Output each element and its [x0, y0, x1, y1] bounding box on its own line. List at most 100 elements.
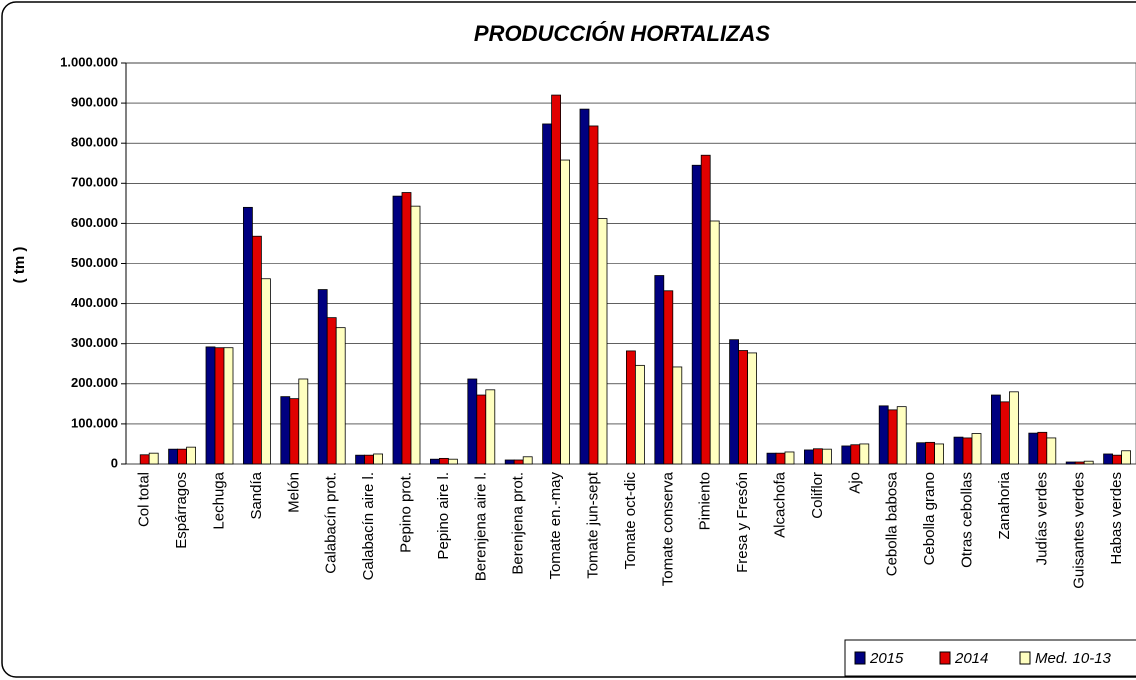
legend-swatch: [1019, 651, 1031, 665]
x-tick-label: Pepino aire l.: [435, 472, 452, 560]
bar: [804, 449, 814, 465]
bar: [729, 339, 739, 465]
bar: [260, 278, 271, 465]
x-tick-label: Pimiento: [697, 472, 714, 530]
bar: [364, 454, 375, 465]
bar: [934, 443, 944, 465]
bar: [298, 378, 309, 465]
y-axis-label: ( tm ): [11, 247, 28, 284]
bar: [410, 205, 421, 465]
bar: [476, 394, 487, 465]
x-tick-label: Calabacín aire l.: [360, 472, 377, 580]
bar: [148, 452, 159, 465]
bar: [438, 457, 449, 465]
bar: [784, 451, 795, 465]
bar: [1037, 431, 1048, 465]
chart-title: PRODUCCIÓN HORTALIZAS: [474, 21, 771, 46]
x-tick-label: Berenjena prot.: [510, 472, 527, 575]
legend-label: 2015: [869, 650, 904, 667]
bar: [971, 433, 982, 465]
bar: [813, 448, 823, 465]
x-tick-label: Tomate jun-sept: [584, 471, 601, 579]
y-tick-label: 600.000: [71, 215, 118, 230]
y-tick-label: 200.000: [71, 375, 118, 390]
bar: [841, 445, 852, 465]
y-tick-label: 500.000: [71, 255, 118, 270]
x-tick-label: Pepino prot.: [397, 472, 414, 553]
bar: [916, 442, 926, 465]
bar: [962, 437, 973, 465]
bar: [654, 275, 665, 465]
bar: [186, 446, 197, 465]
bar: [551, 94, 561, 465]
bar: [1083, 460, 1094, 465]
bar: [1028, 432, 1039, 465]
x-tick-label: Berenjena aire l.: [472, 472, 489, 581]
bar: [1065, 461, 1076, 465]
bar: [168, 448, 179, 465]
bar: [747, 352, 757, 465]
bar: [392, 195, 403, 465]
legend-box: [844, 639, 1136, 677]
bar: [513, 459, 524, 465]
bar: [467, 378, 478, 465]
bar: [560, 159, 570, 465]
bar: [289, 398, 300, 465]
x-tick-label: Sandía: [248, 471, 265, 519]
x-tick-label: Zanahoria: [996, 471, 1013, 539]
x-tick-label: Cebolla grano: [921, 472, 938, 565]
bar: [878, 405, 889, 465]
bar: [317, 289, 328, 465]
x-tick-label: Judías verdes: [1033, 472, 1050, 565]
x-tick-label: Guisantes verdes: [1071, 472, 1088, 589]
bar: [251, 235, 262, 465]
y-tick-label: 700.000: [71, 175, 118, 190]
bar: [896, 406, 907, 465]
bar: [522, 456, 533, 465]
bar: [850, 444, 861, 465]
bar: [626, 350, 636, 465]
y-tick-label: 100.000: [71, 415, 118, 430]
bar: [1074, 461, 1085, 465]
y-tick-label: 400.000: [71, 295, 118, 310]
legend-label: Med. 10-13: [1035, 650, 1112, 667]
bar: [672, 366, 683, 465]
x-tick-label: Habas verdes: [1108, 472, 1125, 565]
bar: [579, 108, 590, 465]
legend-label: 2014: [954, 650, 988, 667]
bar: [214, 347, 225, 465]
x-tick-label: Ajo: [846, 472, 863, 494]
bar: [326, 317, 337, 465]
bar: [223, 347, 234, 465]
bar: [1046, 437, 1057, 465]
bar: [597, 218, 608, 465]
bar: [355, 454, 366, 465]
x-tick-label: Col total: [136, 472, 153, 527]
bar: [766, 452, 777, 465]
y-tick-label: 300.000: [71, 335, 118, 350]
bar: [991, 394, 1001, 465]
legend-swatch: [854, 651, 866, 665]
bar: [177, 448, 188, 465]
bar: [925, 441, 935, 465]
bar: [1112, 454, 1122, 465]
bar: [139, 454, 150, 465]
x-tick-label: Otras cebollas: [958, 472, 975, 568]
x-tick-label: Tomate oct-dic: [622, 472, 639, 570]
bar: [335, 327, 346, 465]
y-tick-label: 800.000: [71, 135, 118, 150]
bar: [709, 220, 720, 465]
x-tick-label: Tomate en.-may: [547, 472, 564, 580]
bar: [635, 364, 645, 465]
bar: [775, 452, 786, 465]
bar: [504, 459, 515, 465]
x-tick-label: Espárragos: [173, 472, 190, 549]
y-tick-label: 1.000.000: [60, 54, 118, 69]
x-tick-label: Cebolla babosa: [884, 471, 901, 576]
bar: [859, 443, 870, 465]
bar: [887, 409, 898, 465]
bar: [700, 154, 711, 465]
bar: [822, 448, 832, 465]
bar: [447, 458, 458, 465]
